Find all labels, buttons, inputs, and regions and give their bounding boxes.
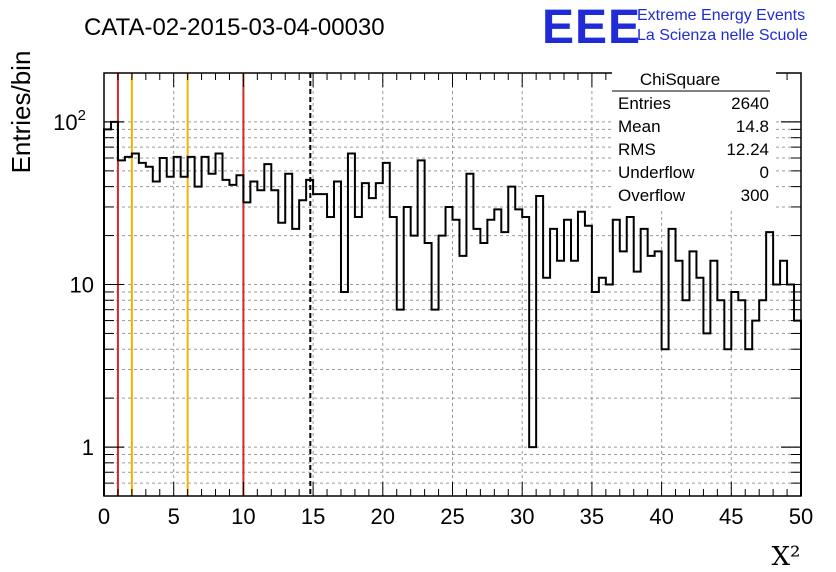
x-tick-label: 5 <box>168 504 180 529</box>
x-tick-label: 40 <box>649 504 673 529</box>
stats-row-value: 14.8 <box>736 117 769 136</box>
x-axis-title: X² <box>772 542 801 572</box>
stats-box: ChiSquare Entries 2640 Mean 14.8 RMS 12.24 Und… <box>612 68 776 210</box>
x-tick-label: 15 <box>301 504 325 529</box>
y-axis-title: Entries/bin <box>6 51 36 174</box>
stats-row-label: Overflow <box>618 186 686 205</box>
eee-logo: EEE Extreme Energy Events La Scienza nel… <box>542 1 808 54</box>
stats-rows: Entries 2640 Mean 14.8 RMS 12.24 Underflow 0 Ove… <box>618 94 769 205</box>
stats-row-label: RMS <box>618 140 656 159</box>
histogram-step-line <box>103 120 802 496</box>
x-tick-label: 30 <box>510 504 534 529</box>
stats-row-value: 300 <box>741 186 769 205</box>
y-tick-label: 102 <box>53 107 86 135</box>
stats-row-label: Entries <box>618 94 671 113</box>
histogram-layer <box>103 120 802 496</box>
stats-row-value: 2640 <box>731 94 769 113</box>
stats-box-title: ChiSquare <box>640 70 720 89</box>
x-tick-label: 25 <box>440 504 464 529</box>
y-tick-label: 10 <box>70 273 94 298</box>
stats-box-frame <box>612 68 776 210</box>
x-tick-label: 45 <box>719 504 743 529</box>
stats-row-value: 12.24 <box>726 140 769 159</box>
eee-logo-line1: Extreme Energy Events <box>637 7 805 24</box>
run-title: CATA-02-2015-03-04-00030 <box>84 14 385 41</box>
x-tick-label: 20 <box>371 504 395 529</box>
eee-logo-letters: EEE <box>542 1 641 54</box>
x-tick-label: 35 <box>580 504 604 529</box>
eee-logo-line2: La Scienza nelle Scuole <box>637 27 808 44</box>
stats-row-value: 0 <box>760 163 769 182</box>
x-tick-label: 10 <box>231 504 255 529</box>
x-tick-label: 0 <box>98 504 110 529</box>
stats-row-label: Mean <box>618 117 661 136</box>
y-tick-label: 1 <box>82 435 94 460</box>
stats-row-label: Underflow <box>618 163 695 182</box>
x-tick-label: 50 <box>789 504 813 529</box>
tick-labels-layer: 0 5 10 15 20 25 30 35 40 45 50 1 10 102 <box>53 107 813 529</box>
